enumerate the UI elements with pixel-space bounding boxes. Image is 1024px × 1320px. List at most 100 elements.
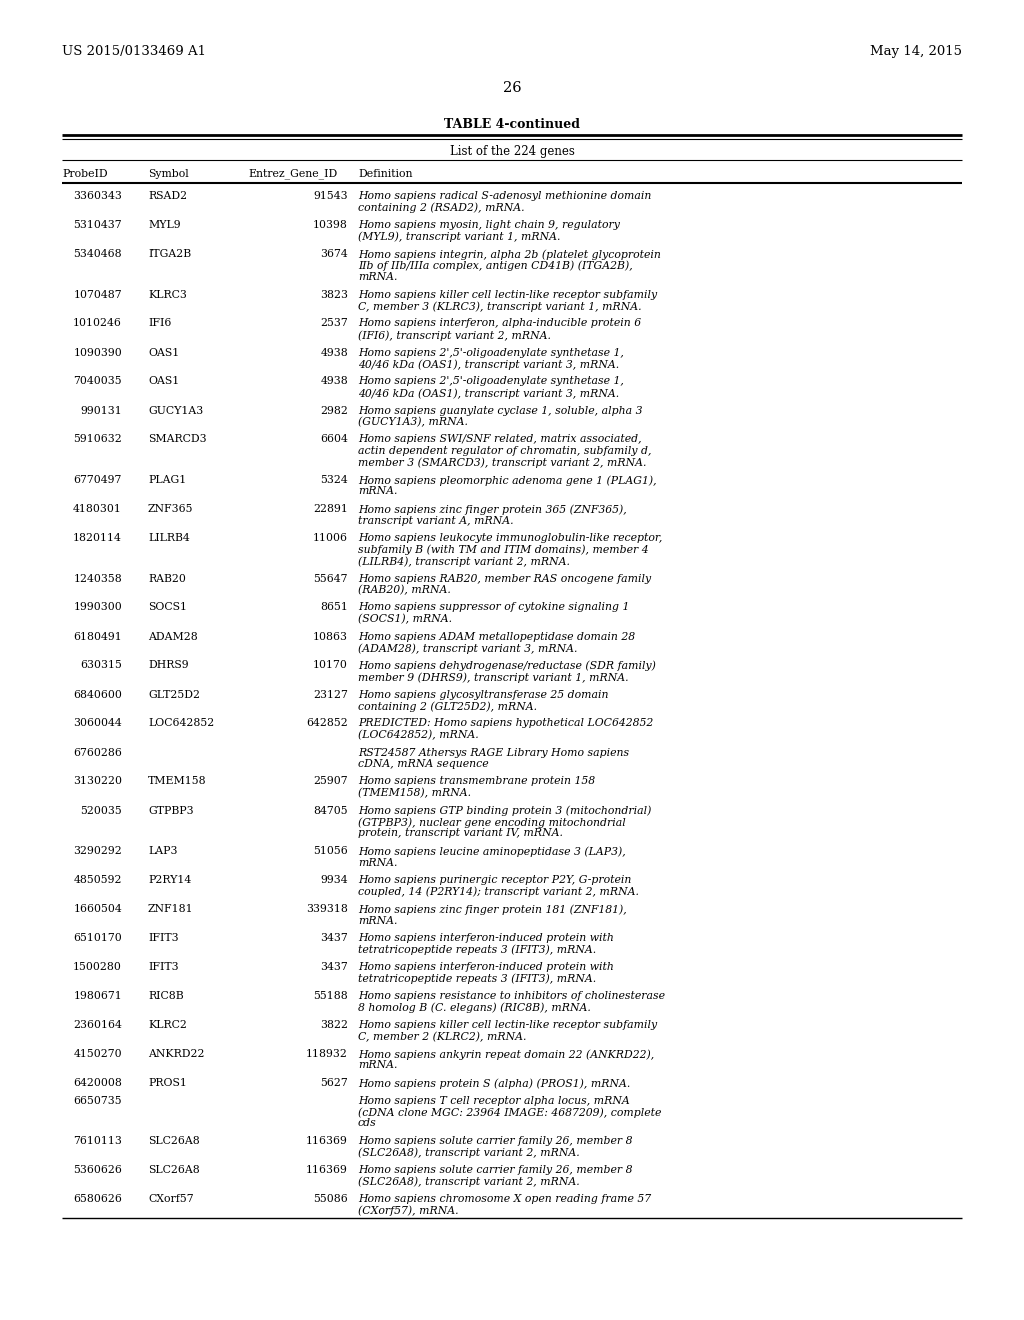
Text: actin dependent regulator of chromatin, subfamily d,: actin dependent regulator of chromatin, …: [358, 446, 651, 455]
Text: Homo sapiens myosin, light chain 9, regulatory: Homo sapiens myosin, light chain 9, regu…: [358, 220, 620, 230]
Text: Homo sapiens transmembrane protein 158: Homo sapiens transmembrane protein 158: [358, 776, 595, 787]
Text: KLRC2: KLRC2: [148, 1020, 186, 1030]
Text: member 9 (DHRS9), transcript variant 1, mRNA.: member 9 (DHRS9), transcript variant 1, …: [358, 672, 629, 682]
Text: PREDICTED: Homo sapiens hypothetical LOC642852: PREDICTED: Homo sapiens hypothetical LOC…: [358, 718, 653, 729]
Text: coupled, 14 (P2RY14); transcript variant 2, mRNA.: coupled, 14 (P2RY14); transcript variant…: [358, 887, 639, 898]
Text: 3360343: 3360343: [73, 191, 122, 201]
Text: CXorf57: CXorf57: [148, 1195, 194, 1204]
Text: IFI6: IFI6: [148, 318, 171, 329]
Text: transcript variant A, mRNA.: transcript variant A, mRNA.: [358, 516, 514, 525]
Text: TMEM158: TMEM158: [148, 776, 207, 787]
Text: Homo sapiens leukocyte immunoglobulin-like receptor,: Homo sapiens leukocyte immunoglobulin-li…: [358, 533, 663, 543]
Text: 1820114: 1820114: [73, 533, 122, 543]
Text: ADAM28: ADAM28: [148, 631, 198, 642]
Text: (GUCY1A3), mRNA.: (GUCY1A3), mRNA.: [358, 417, 468, 428]
Text: 40/46 kDa (OAS1), transcript variant 3, mRNA.: 40/46 kDa (OAS1), transcript variant 3, …: [358, 388, 620, 399]
Text: 5310437: 5310437: [74, 220, 122, 230]
Text: mRNA.: mRNA.: [358, 487, 397, 496]
Text: PROS1: PROS1: [148, 1078, 186, 1088]
Text: GTPBP3: GTPBP3: [148, 805, 194, 816]
Text: 55188: 55188: [313, 991, 348, 1001]
Text: containing 2 (RSAD2), mRNA.: containing 2 (RSAD2), mRNA.: [358, 202, 524, 213]
Text: Homo sapiens purinergic receptor P2Y, G-protein: Homo sapiens purinergic receptor P2Y, G-…: [358, 875, 632, 884]
Text: 7610113: 7610113: [73, 1137, 122, 1146]
Text: Homo sapiens zinc finger protein 181 (ZNF181),: Homo sapiens zinc finger protein 181 (ZN…: [358, 904, 627, 915]
Text: (MYL9), transcript variant 1, mRNA.: (MYL9), transcript variant 1, mRNA.: [358, 231, 560, 242]
Text: IIb of IIb/IIIa complex, antigen CD41B) (ITGA2B),: IIb of IIb/IIIa complex, antigen CD41B) …: [358, 260, 633, 271]
Text: 10170: 10170: [313, 660, 348, 671]
Text: 4938: 4938: [321, 347, 348, 358]
Text: LILRB4: LILRB4: [148, 533, 189, 543]
Text: cds: cds: [358, 1118, 377, 1129]
Text: (LOC642852), mRNA.: (LOC642852), mRNA.: [358, 730, 479, 741]
Text: 5910632: 5910632: [74, 434, 122, 445]
Text: Homo sapiens ankyrin repeat domain 22 (ANKRD22),: Homo sapiens ankyrin repeat domain 22 (A…: [358, 1049, 654, 1060]
Text: Homo sapiens integrin, alpha 2b (platelet glycoprotein: Homo sapiens integrin, alpha 2b (platele…: [358, 249, 660, 260]
Text: 6180491: 6180491: [74, 631, 122, 642]
Text: 1090390: 1090390: [74, 347, 122, 358]
Text: ZNF365: ZNF365: [148, 504, 194, 513]
Text: 6510170: 6510170: [74, 933, 122, 942]
Text: 3823: 3823: [319, 289, 348, 300]
Text: 116369: 116369: [306, 1166, 348, 1175]
Text: Homo sapiens interferon-induced protein with: Homo sapiens interferon-induced protein …: [358, 933, 613, 942]
Text: Homo sapiens zinc finger protein 365 (ZNF365),: Homo sapiens zinc finger protein 365 (ZN…: [358, 504, 627, 515]
Text: RST24587 Athersys RAGE Library Homo sapiens: RST24587 Athersys RAGE Library Homo sapi…: [358, 747, 629, 758]
Text: Homo sapiens protein S (alpha) (PROS1), mRNA.: Homo sapiens protein S (alpha) (PROS1), …: [358, 1078, 631, 1089]
Text: (GTPBP3), nuclear gene encoding mitochondrial: (GTPBP3), nuclear gene encoding mitochon…: [358, 817, 626, 828]
Text: LOC642852: LOC642852: [148, 718, 214, 729]
Text: 23127: 23127: [313, 689, 348, 700]
Text: 6580626: 6580626: [73, 1195, 122, 1204]
Text: May 14, 2015: May 14, 2015: [870, 45, 962, 58]
Text: 4180301: 4180301: [73, 504, 122, 513]
Text: Homo sapiens glycosyltransferase 25 domain: Homo sapiens glycosyltransferase 25 doma…: [358, 689, 608, 700]
Text: C, member 2 (KLRC2), mRNA.: C, member 2 (KLRC2), mRNA.: [358, 1031, 526, 1041]
Text: (TMEM158), mRNA.: (TMEM158), mRNA.: [358, 788, 471, 799]
Text: LAP3: LAP3: [148, 846, 177, 855]
Text: (IFI6), transcript variant 2, mRNA.: (IFI6), transcript variant 2, mRNA.: [358, 330, 551, 341]
Text: tetratricopeptide repeats 3 (IFIT3), mRNA.: tetratricopeptide repeats 3 (IFIT3), mRN…: [358, 974, 596, 985]
Text: Homo sapiens solute carrier family 26, member 8: Homo sapiens solute carrier family 26, m…: [358, 1137, 633, 1146]
Text: 8 homolog B (C. elegans) (RIC8B), mRNA.: 8 homolog B (C. elegans) (RIC8B), mRNA.: [358, 1002, 591, 1012]
Text: 520035: 520035: [80, 805, 122, 816]
Text: 1660504: 1660504: [74, 904, 122, 913]
Text: Homo sapiens killer cell lectin-like receptor subfamily: Homo sapiens killer cell lectin-like rec…: [358, 289, 657, 300]
Text: 1500280: 1500280: [73, 962, 122, 972]
Text: mRNA.: mRNA.: [358, 272, 397, 282]
Text: 5324: 5324: [321, 475, 348, 484]
Text: Homo sapiens chromosome X open reading frame 57: Homo sapiens chromosome X open reading f…: [358, 1195, 651, 1204]
Text: 6770497: 6770497: [74, 475, 122, 484]
Text: 9934: 9934: [321, 875, 348, 884]
Text: Homo sapiens guanylate cyclase 1, soluble, alpha 3: Homo sapiens guanylate cyclase 1, solubl…: [358, 405, 642, 416]
Text: (SLC26A8), transcript variant 2, mRNA.: (SLC26A8), transcript variant 2, mRNA.: [358, 1176, 580, 1187]
Text: SLC26A8: SLC26A8: [148, 1166, 200, 1175]
Text: 6604: 6604: [321, 434, 348, 445]
Text: Symbol: Symbol: [148, 169, 188, 180]
Text: (RAB20), mRNA.: (RAB20), mRNA.: [358, 585, 451, 595]
Text: 116369: 116369: [306, 1137, 348, 1146]
Text: 2537: 2537: [321, 318, 348, 329]
Text: IFIT3: IFIT3: [148, 962, 178, 972]
Text: 6650735: 6650735: [74, 1096, 122, 1106]
Text: subfamily B (with TM and ITIM domains), member 4: subfamily B (with TM and ITIM domains), …: [358, 544, 648, 556]
Text: Homo sapiens ADAM metallopeptidase domain 28: Homo sapiens ADAM metallopeptidase domai…: [358, 631, 635, 642]
Text: 630315: 630315: [80, 660, 122, 671]
Text: ITGA2B: ITGA2B: [148, 249, 191, 259]
Text: List of the 224 genes: List of the 224 genes: [450, 144, 574, 157]
Text: 3822: 3822: [319, 1020, 348, 1030]
Text: Homo sapiens radical S-adenosyl methionine domain: Homo sapiens radical S-adenosyl methioni…: [358, 191, 651, 201]
Text: mRNA.: mRNA.: [358, 1060, 397, 1071]
Text: 3290292: 3290292: [74, 846, 122, 855]
Text: (cDNA clone MGC: 23964 IMAGE: 4687209), complete: (cDNA clone MGC: 23964 IMAGE: 4687209), …: [358, 1107, 662, 1118]
Text: 10398: 10398: [313, 220, 348, 230]
Text: GLT25D2: GLT25D2: [148, 689, 200, 700]
Text: 26: 26: [503, 81, 521, 95]
Text: 55647: 55647: [313, 573, 348, 583]
Text: Homo sapiens solute carrier family 26, member 8: Homo sapiens solute carrier family 26, m…: [358, 1166, 633, 1175]
Text: 3437: 3437: [321, 933, 348, 942]
Text: containing 2 (GLT25D2), mRNA.: containing 2 (GLT25D2), mRNA.: [358, 701, 538, 711]
Text: SMARCD3: SMARCD3: [148, 434, 207, 445]
Text: 84705: 84705: [313, 805, 348, 816]
Text: (LILRB4), transcript variant 2, mRNA.: (LILRB4), transcript variant 2, mRNA.: [358, 556, 570, 566]
Text: Homo sapiens GTP binding protein 3 (mitochondrial): Homo sapiens GTP binding protein 3 (mito…: [358, 805, 651, 816]
